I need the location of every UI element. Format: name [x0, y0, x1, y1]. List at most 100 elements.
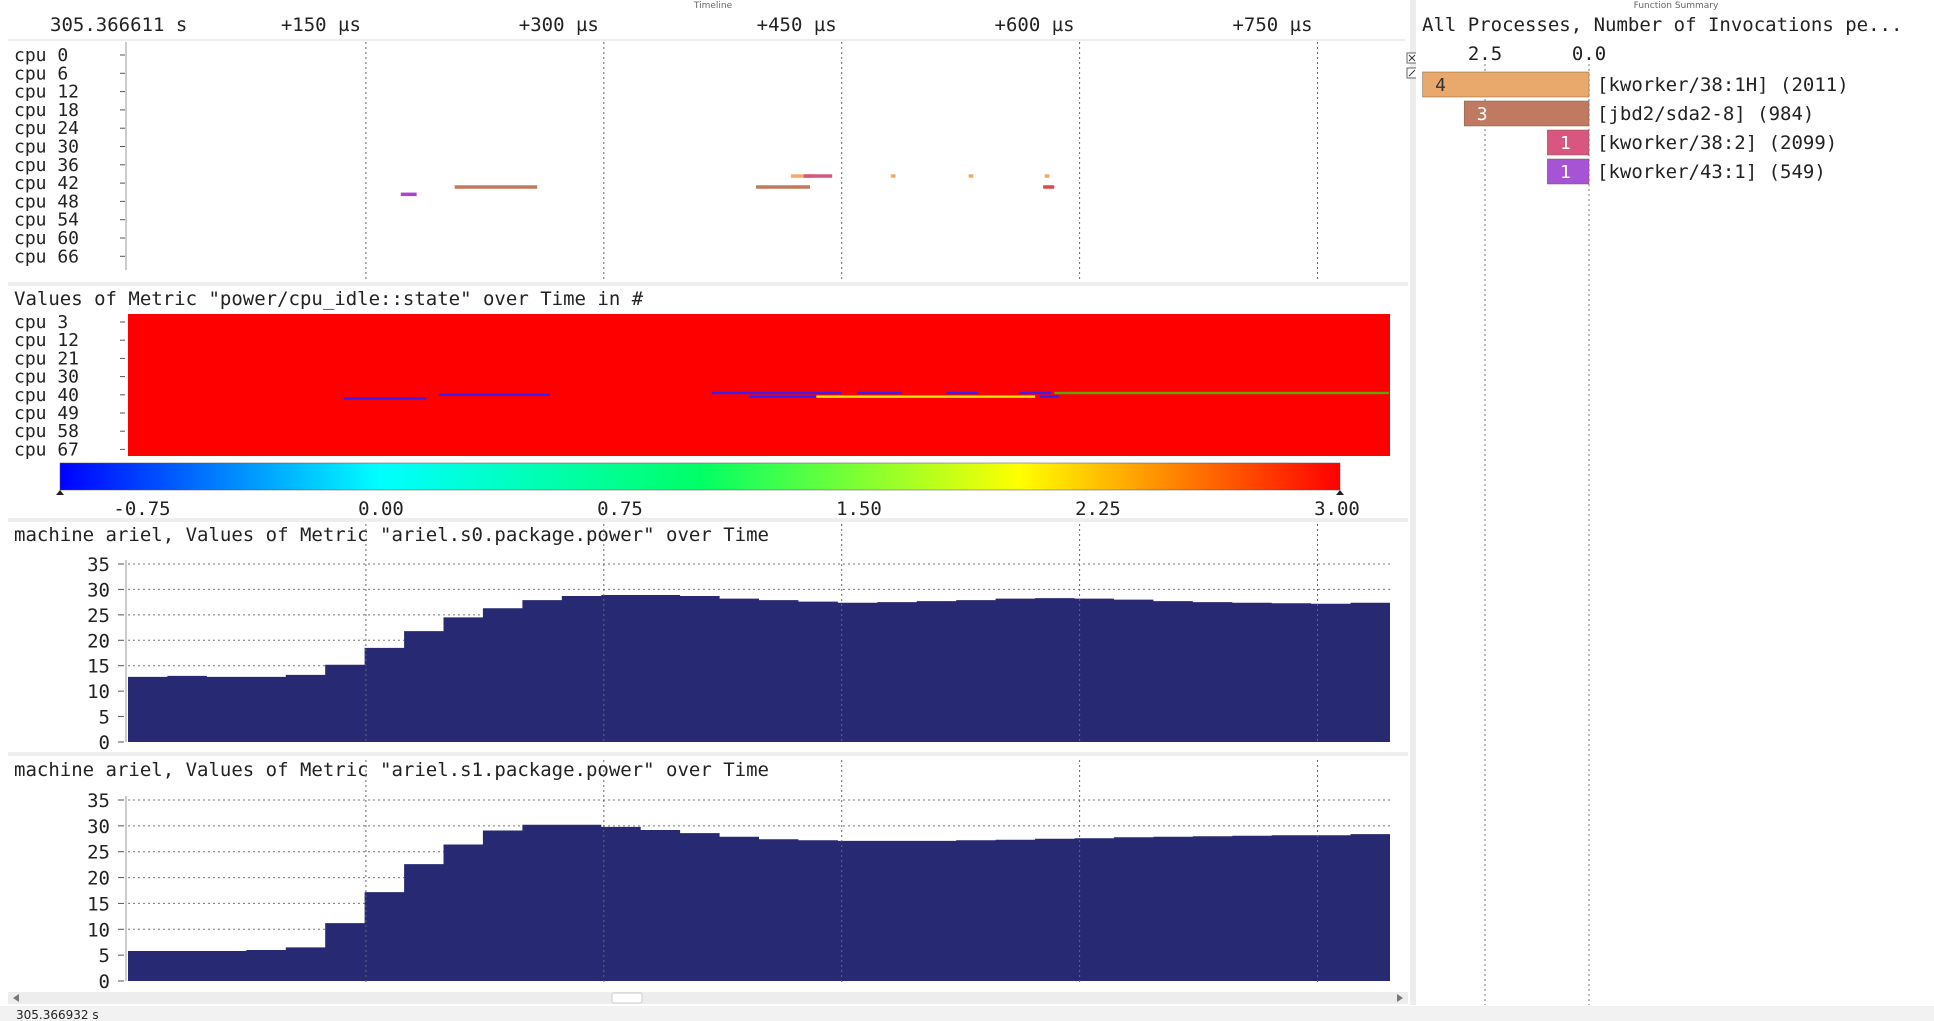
power_s1-y-tick: 0 [99, 971, 110, 993]
timeline-tick-label: +750 µs [1232, 14, 1312, 36]
timeline-event[interactable] [968, 174, 974, 178]
timeline-event[interactable] [1043, 185, 1055, 189]
close-icon[interactable] [1406, 52, 1418, 64]
scroll-thumb[interactable] [611, 992, 643, 1004]
timeline-cpu-label: cpu 18 [14, 100, 79, 121]
function-summary-label: [kworker/38:2] (2099) [1597, 132, 1837, 154]
function-summary-bar[interactable] [1422, 71, 1590, 98]
power-s0-chart[interactable]: machine ariel, Values of Metric "ariel.s… [14, 524, 1390, 754]
timeline-event[interactable] [454, 185, 538, 189]
power_s0-y-tick: 20 [87, 630, 110, 652]
power_s0-y-tick: 10 [87, 681, 110, 703]
fs-axis-tick-zero: 0.0 [1572, 43, 1606, 65]
colorbar-tick-label: 3.00 [1314, 498, 1360, 520]
heatmap-line [438, 393, 550, 396]
scroll-right-icon[interactable] [1397, 994, 1403, 1002]
timeline-tick-label: +150 µs [281, 14, 361, 36]
heatmap-area[interactable] [128, 314, 1390, 456]
function-summary-count: 1 [1560, 162, 1571, 183]
function-summary-row[interactable]: 3 [jbd2/sda2-8] (984) [1463, 100, 1814, 127]
colorbar-tick-label: 0.75 [597, 498, 643, 520]
colorbar-tick-label: 2.25 [1075, 498, 1121, 520]
power-s1-area [128, 824, 1390, 981]
timeline-event[interactable] [1044, 174, 1050, 178]
power_s0-y-tick: 5 [99, 707, 110, 729]
power-s0-title: machine ariel, Values of Metric "ariel.s… [14, 524, 769, 546]
function-summary-label: [kworker/38:1H] (2011) [1597, 74, 1849, 96]
power-s0-area [128, 595, 1390, 742]
power_s1-y-tick: 10 [87, 919, 110, 941]
power_s1-y-tick: 35 [87, 790, 110, 812]
timeline-panel-title: Timeline [693, 1, 733, 11]
timeline-cpu-label: cpu 36 [14, 155, 79, 176]
power_s1-y-tick: 30 [87, 816, 110, 838]
colorbar-min-marker [56, 490, 64, 495]
function-summary-label: [jbd2/sda2-8] (984) [1597, 103, 1814, 125]
heatmap-line [816, 395, 1036, 398]
timeline-chart[interactable]: 305.366611 s +150 µs +300 µs +450 µs +600 µ… [8, 10, 1408, 282]
timeline-start-label: 305.366611 s [50, 14, 187, 36]
power_s0-y-tick: 25 [87, 605, 110, 627]
function-summary[interactable]: All Processes, Number of Invocations pe.… [1416, 10, 1934, 1005]
timeline-tick-label: +450 µs [757, 14, 837, 36]
power-s1-chart[interactable]: machine ariel, Values of Metric "ariel.s… [14, 759, 1390, 993]
timeline-tick-label: +600 µs [995, 14, 1075, 36]
timeline-cpu-label: cpu 12 [14, 82, 79, 103]
function-summary-row[interactable]: 1 [kworker/43:1] (549) [1547, 158, 1826, 185]
function-summary-bar[interactable] [1547, 158, 1590, 185]
function-summary-title: All Processes, Number of Invocations pe.… [1422, 14, 1902, 36]
function-summary-row[interactable]: 4 [kworker/38:1H] (2011) [1422, 71, 1849, 98]
scroll-left-icon[interactable] [13, 994, 19, 1002]
power_s1-y-tick: 15 [87, 893, 110, 915]
timeline-event[interactable] [790, 174, 814, 178]
heatmap-line [857, 391, 902, 395]
timeline-event[interactable] [803, 174, 833, 178]
undock-icon[interactable] [1406, 67, 1418, 79]
timeline-event[interactable] [400, 192, 417, 197]
timeline-event[interactable] [890, 174, 896, 178]
horizontal-scrollbar[interactable] [8, 992, 1408, 1004]
timeline-cpu-label: cpu 6 [14, 63, 68, 84]
colorbar-tick-label: 1.50 [836, 498, 882, 520]
status-end-time: 305.366932 s [16, 1008, 99, 1021]
cpu-idle-heatmap[interactable]: Values of Metric "power/cpu_idle::state"… [14, 288, 1390, 520]
fs-axis-tick-max: 2.5 [1468, 43, 1502, 65]
heatmap-line [711, 391, 842, 395]
heatmap-cpu-label: cpu 58 [14, 421, 79, 442]
heatmap-cpu-label: cpu 49 [14, 403, 79, 424]
colorbar-tick-label: 0.00 [358, 498, 404, 520]
timeline-cpu-label: cpu 54 [14, 210, 79, 231]
heatmap-cpu-label: cpu 12 [14, 330, 79, 351]
power_s0-y-tick: 15 [87, 656, 110, 678]
timeline-tick-label: +300 µs [519, 14, 599, 36]
function-summary-count: 1 [1560, 133, 1571, 154]
power_s0-y-tick: 30 [87, 579, 110, 601]
timeline-cpu-label: cpu 60 [14, 228, 79, 249]
timeline-cpu-label: cpu 66 [14, 246, 79, 267]
function-summary-row[interactable]: 1 [kworker/38:2] (2099) [1547, 129, 1837, 156]
timeline-cpu-label: cpu 48 [14, 191, 79, 212]
function-summary-count: 4 [1435, 75, 1446, 96]
heatmap-line [1039, 395, 1059, 398]
heatmap-cpu-label: cpu 67 [14, 439, 79, 460]
function-summary-label: [kworker/43:1] (549) [1597, 161, 1826, 183]
heatmap-cpu-label: cpu 30 [14, 367, 79, 388]
heatmap-colorbar [59, 462, 1341, 491]
function-summary-count: 3 [1477, 104, 1488, 125]
timeline-cpu-label: cpu 30 [14, 137, 79, 158]
heatmap-line [946, 391, 979, 395]
heatmap-line [1054, 391, 1389, 395]
heatmap-line [343, 397, 427, 400]
power_s1-y-tick: 20 [87, 868, 110, 890]
function-summary-bar[interactable] [1463, 100, 1590, 127]
timeline-cpu-label: cpu 24 [14, 118, 79, 139]
power_s1-y-tick: 5 [99, 945, 110, 967]
heatmap-cpu-label: cpu 40 [14, 385, 79, 406]
function-summary-bar[interactable] [1547, 129, 1590, 156]
heatmap-cpu-label: cpu 3 [14, 312, 68, 333]
timeline-event[interactable] [756, 185, 810, 189]
power_s1-y-tick: 25 [87, 842, 110, 864]
power_s0-y-tick: 0 [99, 732, 110, 754]
heatmap-line [749, 395, 817, 398]
